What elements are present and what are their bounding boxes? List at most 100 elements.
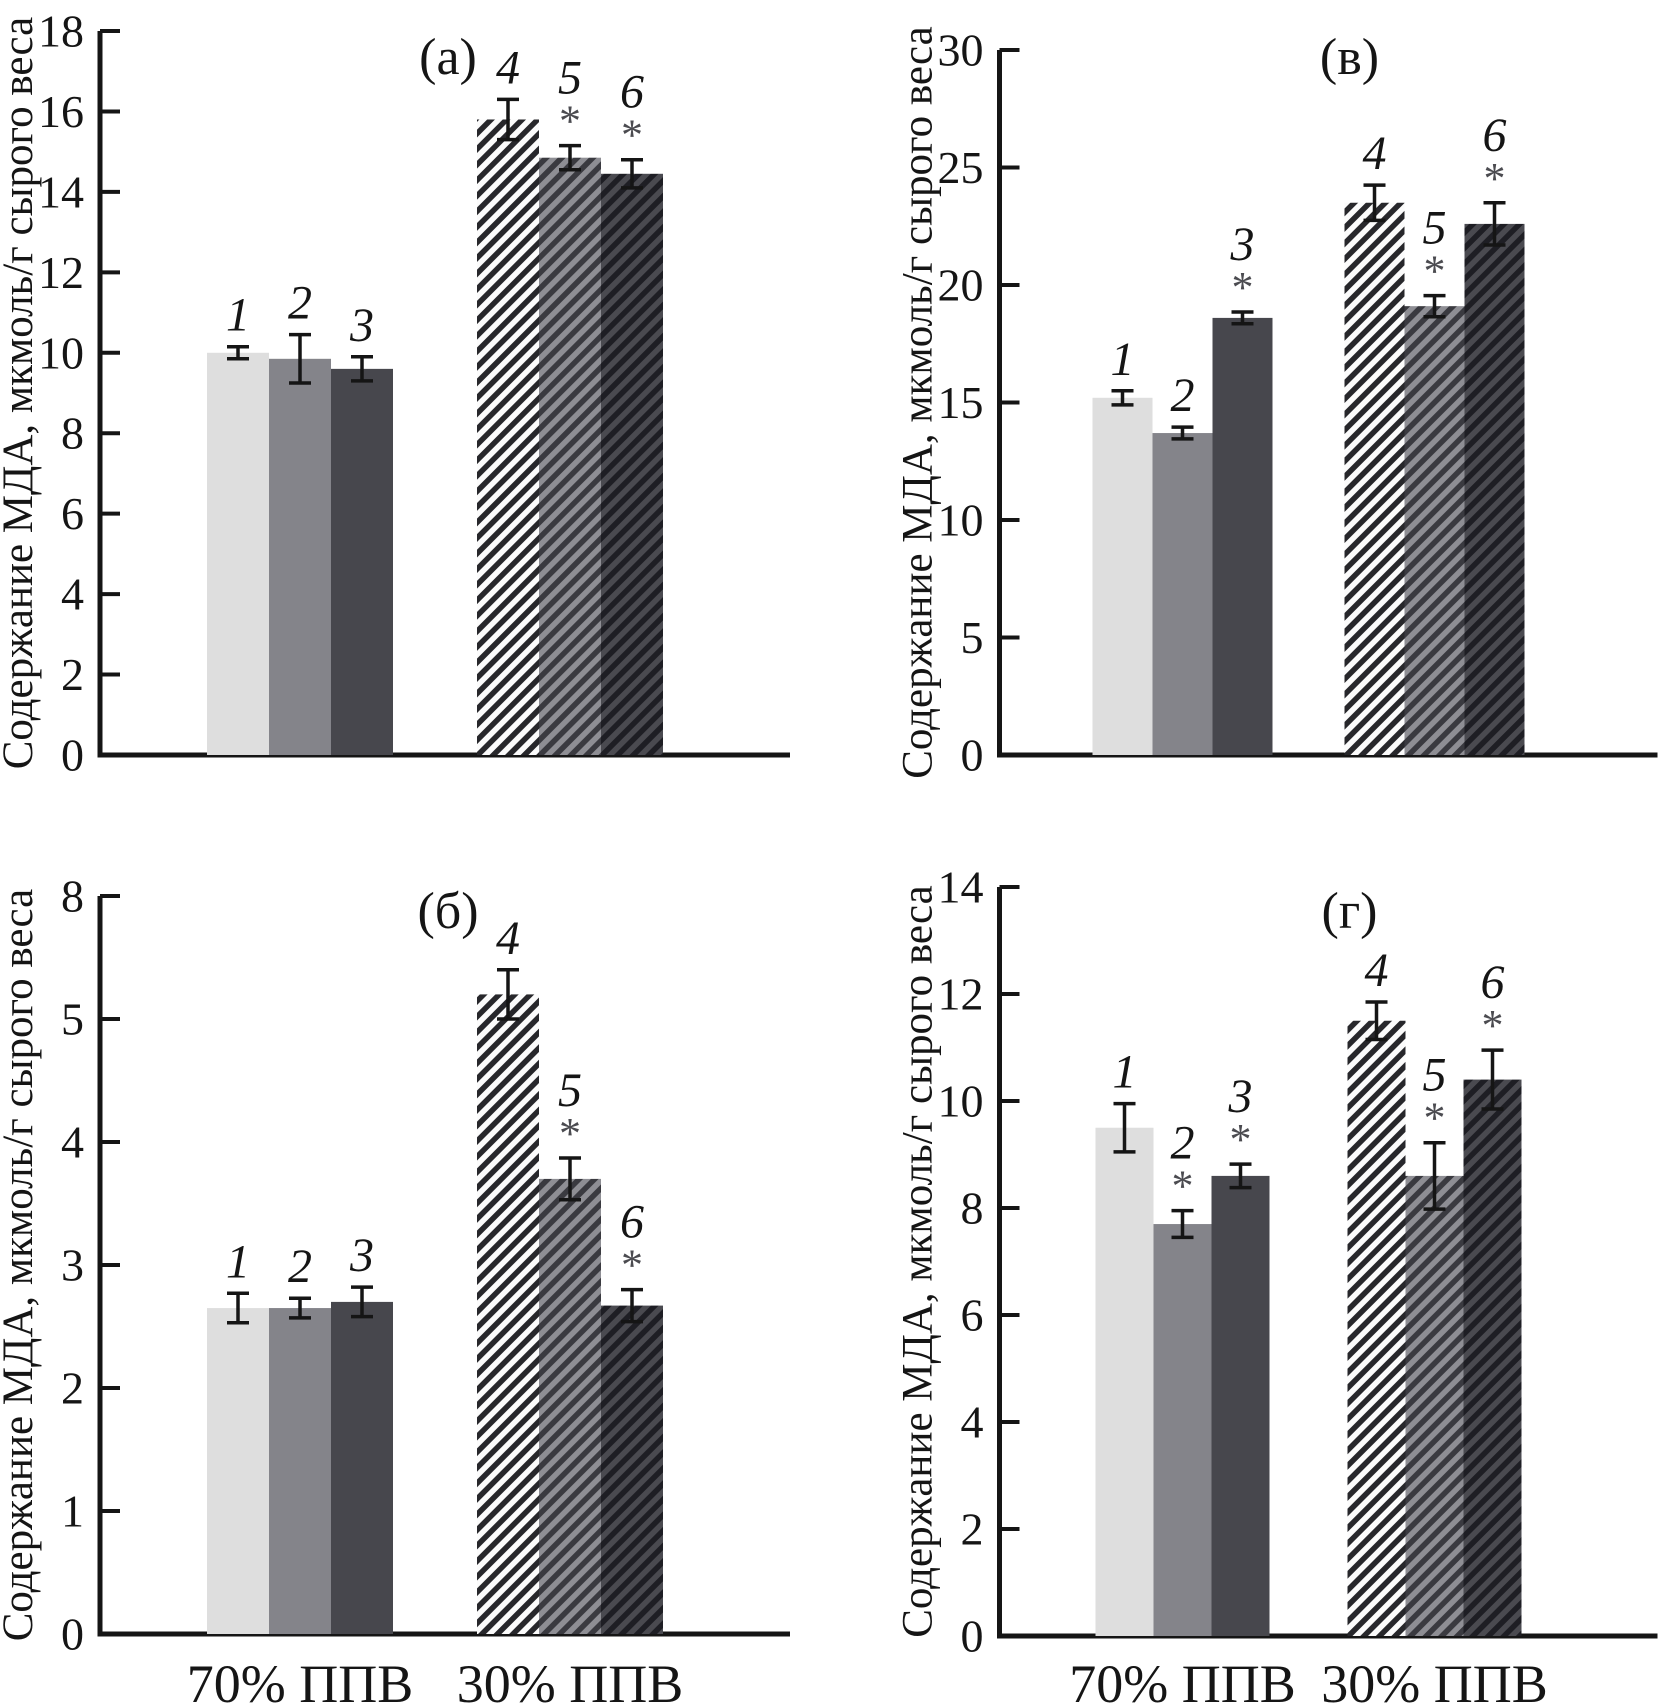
significance-asterisk: * — [1232, 263, 1254, 312]
bar-6 — [601, 1305, 663, 1634]
x-category-label: 30% ППВ — [1321, 1654, 1548, 1705]
y-axis-title: Содержание МДА, мкмоль/г сырого веса — [0, 889, 42, 1642]
panel-v: 0 5 10 15 20 25 30 Содержание МДА, мкмоль/г сыр… — [837, 0, 1675, 852]
y-tick-label: 6 — [61, 488, 84, 539]
y-tick-label: 16 — [38, 86, 84, 137]
bar-4 — [1344, 202, 1405, 755]
y-tick-label: 12 — [938, 969, 984, 1020]
significance-asterisk: * — [1484, 154, 1506, 203]
y-tick-label: 8 — [61, 871, 84, 922]
significance-asterisk: * — [1482, 1001, 1504, 1050]
y-tick-label: 0 — [961, 1611, 984, 1662]
y-tick-label: 0 — [61, 730, 84, 781]
bar-5 — [539, 1178, 601, 1634]
y-tick-label: 0 — [61, 1609, 84, 1660]
bar-5 — [539, 157, 601, 755]
bar-number-label: 1 — [226, 289, 250, 342]
bar-3 — [331, 1301, 393, 1634]
bar-2 — [269, 358, 331, 755]
y-tick-label: 5 — [61, 994, 84, 1045]
bar-number-label: 6 — [1483, 109, 1507, 162]
bar-4 — [477, 119, 539, 755]
y-tick-label: 6 — [961, 1290, 984, 1341]
y-tick-label: 2 — [961, 1504, 984, 1555]
y-tick-label: 2 — [61, 649, 84, 700]
y-tick-label: 8 — [61, 408, 84, 459]
bar-3 — [331, 368, 393, 755]
bar-4 — [1347, 1020, 1406, 1636]
bar-number-label: 3 — [349, 299, 374, 352]
bar-number-label: 2 — [1171, 369, 1195, 422]
bar-number-label: 5 — [558, 1064, 582, 1117]
bar-number-label: 5 — [1423, 1049, 1447, 1102]
panel-label: (б) — [417, 883, 478, 940]
y-tick-label: 20 — [938, 260, 984, 311]
bar-3 — [1211, 1175, 1270, 1636]
significance-asterisk: * — [621, 1241, 643, 1290]
y-tick-label: 2 — [61, 1363, 84, 1414]
bar-number-label: 1 — [226, 1235, 250, 1288]
y-axis-title: Содержание МДА, мкмоль/г сырого веса — [895, 885, 942, 1638]
bar-number-label: 2 — [288, 277, 312, 330]
bar-4 — [477, 994, 539, 1634]
bar-number-label: 5 — [558, 52, 582, 105]
y-tick-label: 18 — [38, 6, 84, 57]
y-tick-label: 8 — [961, 1183, 984, 1234]
y-tick-label: 25 — [938, 142, 984, 193]
significance-asterisk: * — [1424, 1094, 1446, 1143]
significance-asterisk: * — [559, 97, 581, 146]
y-tick-label: 15 — [938, 377, 984, 428]
y-tick-label: 10 — [938, 495, 984, 546]
bar-number-label: 3 — [1230, 218, 1255, 271]
significance-asterisk: * — [1172, 1162, 1194, 1211]
bar-number-label: 4 — [1365, 944, 1389, 997]
bar-number-label: 3 — [349, 1229, 374, 1282]
y-tick-label: 14 — [38, 166, 84, 217]
bar-1 — [207, 352, 269, 755]
bar-number-label: 2 — [288, 1240, 312, 1293]
y-tick-label: 12 — [38, 247, 84, 298]
y-axis-title: Содержание МДА, мкмоль/г сырого веса — [0, 17, 42, 770]
panel-g: 0 2 4 6 8 10 12 14 Содержание МДА, мкмоль/г сыро… — [837, 852, 1675, 1705]
significance-asterisk: * — [559, 1109, 581, 1158]
y-tick-label: 14 — [938, 862, 984, 913]
bar-6 — [1464, 223, 1525, 755]
y-tick-label: 5 — [961, 612, 984, 663]
bar-number-label: 6 — [620, 1196, 644, 1249]
bar-number-label: 2 — [1171, 1117, 1195, 1170]
y-tick-label: 10 — [38, 327, 84, 378]
y-tick-label: 3 — [61, 1240, 84, 1291]
y-tick-label: 1 — [61, 1486, 84, 1537]
bar-1 — [1095, 1127, 1154, 1636]
bar-1 — [1092, 397, 1153, 755]
x-category-label: 30% ППВ — [457, 1654, 684, 1705]
y-tick-label: 4 — [61, 1117, 84, 1168]
bar-2 — [1152, 433, 1213, 755]
y-axis-title: Содержание МДА, мкмоль/г сырого веса — [895, 26, 942, 779]
bar-5 — [1404, 306, 1465, 755]
bar-5 — [1405, 1175, 1464, 1636]
y-tick-label: 4 — [61, 569, 84, 620]
y-tick-label: 4 — [961, 1397, 984, 1448]
y-tick-label: 30 — [938, 25, 984, 76]
significance-asterisk: * — [1424, 247, 1446, 296]
bar-number-label: 4 — [496, 912, 520, 965]
bar-6 — [1463, 1079, 1522, 1636]
bar-2 — [269, 1308, 331, 1634]
x-category-label: 70% ППВ — [187, 1654, 414, 1705]
x-category-label: 70% ППВ — [1069, 1654, 1296, 1705]
bar-number-label: 1 — [1113, 1046, 1137, 1099]
bar-number-label: 6 — [620, 66, 644, 119]
bar-1 — [207, 1308, 269, 1634]
bar-6 — [601, 173, 663, 756]
bar-number-label: 1 — [1111, 333, 1135, 386]
significance-asterisk: * — [621, 111, 643, 160]
bar-number-label: 3 — [1228, 1070, 1253, 1123]
bar-2 — [1153, 1224, 1212, 1636]
significance-asterisk: * — [1230, 1115, 1252, 1164]
